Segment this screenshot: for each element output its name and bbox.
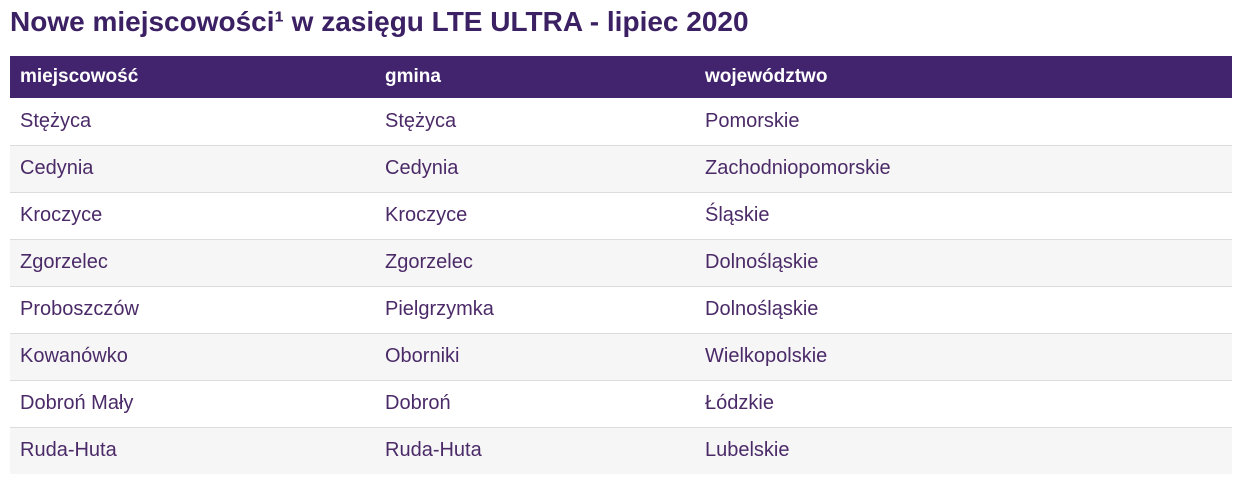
table-cell: Cedynia <box>10 144 375 192</box>
table-cell: Dolnośląskie <box>695 238 1232 286</box>
table-row: Kroczyce Kroczyce Śląskie <box>10 191 1232 239</box>
table-cell: Oborniki <box>375 332 695 380</box>
table-cell: Wielkopolskie <box>695 332 1232 380</box>
table-cell: Stężyca <box>20 109 92 132</box>
table-cell: Kroczyce <box>375 191 695 239</box>
table-row: Stężyca Stężyca Pomorskie <box>10 98 1232 145</box>
table-header: miejscowość gmina województwo <box>10 56 1232 98</box>
table-cell: Łódzkie <box>695 379 1232 427</box>
table-row: Zgorzelec Zgorzelec Dolnośląskie <box>10 238 1232 286</box>
column-header-wojewodztwo: województwo <box>695 56 1232 98</box>
page-title: Nowe miejscowości¹ w zasięgu LTE ULTRA -… <box>10 6 749 37</box>
table-cell: Dolnośląskie <box>695 285 1232 333</box>
table-cell: Zachodniopomorskie <box>695 144 1232 192</box>
table-cell: Lubelskie <box>695 426 1232 474</box>
page: Nowe miejscowości¹ w zasięgu LTE ULTRA -… <box>0 5 1242 474</box>
table-row: Cedynia Cedynia Zachodniopomorskie <box>10 144 1232 192</box>
table-cell: Ruda-Huta <box>375 426 695 474</box>
table-cell: Pielgrzymka <box>375 285 695 333</box>
table-cell: Dobroń <box>375 379 695 427</box>
table-cell: Stężyca <box>385 109 457 132</box>
table-cell: Ruda-Huta <box>10 426 375 474</box>
table-cell: Zgorzelec <box>10 238 375 286</box>
table-cell: Kroczyce <box>10 191 375 239</box>
table-row: Dobroń Mały Dobroń Łódzkie <box>10 379 1232 427</box>
table-header-row: miejscowość gmina województwo <box>10 56 1232 98</box>
table-cell: Zgorzelec <box>375 238 695 286</box>
lte-coverage-table: miejscowość gmina województwo Stężyca Stę… <box>10 56 1232 474</box>
table-body: Stężyca Stężyca Pomorskie Cedynia Cedynia Zac… <box>10 98 1232 474</box>
table-row: Proboszczów Pielgrzymka Dolnośląskie <box>10 285 1232 333</box>
column-header-miejscowosc: miejscowość <box>10 56 375 98</box>
table-cell: Proboszczów <box>10 285 375 333</box>
table-cell: Pomorskie <box>705 109 800 132</box>
table-row: Ruda-Huta Ruda-Huta Lubelskie <box>10 426 1232 474</box>
table-cell: Dobroń Mały <box>10 379 375 427</box>
table-cell: Cedynia <box>375 144 695 192</box>
table-cell: Kowanówko <box>10 332 375 380</box>
table-row: Kowanówko Oborniki Wielkopolskie <box>10 332 1232 380</box>
column-header-gmina: gmina <box>375 56 695 98</box>
table-cell: Śląskie <box>695 191 1232 239</box>
